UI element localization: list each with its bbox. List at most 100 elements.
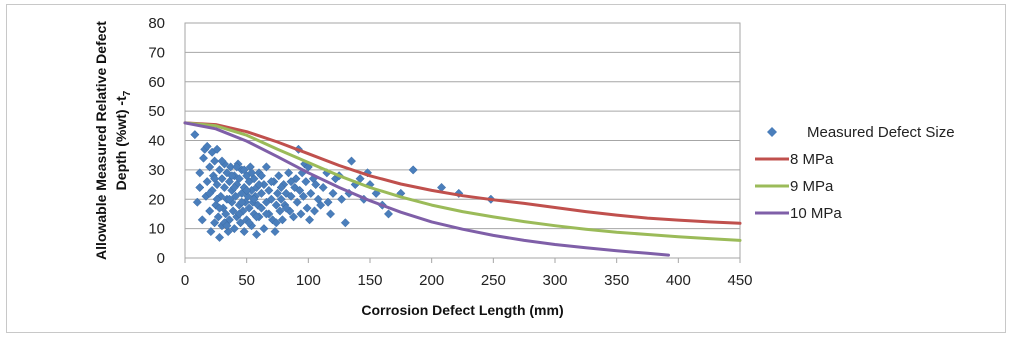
scatter-point — [211, 200, 221, 210]
scatter-point — [261, 162, 271, 172]
scatter-point — [229, 182, 239, 193]
scatter-point — [229, 224, 239, 234]
scatter-point — [212, 144, 222, 154]
grid-lines — [185, 22, 740, 259]
legend-marker — [767, 127, 777, 137]
scatter-point — [214, 165, 225, 175]
legend-label: 8 MPa — [790, 151, 834, 168]
legend-label: 10 MPa — [790, 205, 842, 222]
scatter-point — [309, 206, 320, 216]
scatter-point — [234, 209, 244, 219]
y-tick-label: 80 — [148, 15, 165, 32]
scatter-point — [251, 212, 262, 222]
scatter-point — [217, 156, 227, 166]
scatter-point — [206, 227, 216, 237]
scatter-point — [205, 206, 215, 216]
y-tick-label: 30 — [148, 162, 165, 179]
scatter-point — [284, 168, 294, 178]
scatter-point — [195, 168, 205, 178]
scatter-point — [195, 182, 205, 193]
scatter-point — [228, 206, 238, 216]
scatter-point — [266, 177, 276, 187]
series-line — [183, 121, 742, 242]
scatter-point — [231, 191, 241, 201]
scatter-point — [340, 218, 350, 228]
scatter-point — [249, 194, 259, 204]
scatter-point — [266, 194, 276, 204]
scatter-point — [259, 224, 269, 234]
scatter-point — [254, 180, 264, 190]
scatter-point — [213, 212, 223, 222]
scatter-point — [264, 185, 274, 195]
scatter-point — [210, 218, 220, 228]
scatter-point — [244, 218, 254, 228]
x-tick-label: 200 — [419, 272, 444, 289]
scatter-point — [288, 212, 299, 222]
scatter-point — [305, 215, 315, 225]
y-tick-labels: 0 10 20 30 40 50 60 70 80 — [148, 15, 165, 267]
scatter-point — [286, 191, 296, 201]
x-tick-label: 300 — [542, 272, 567, 289]
y-axis-title-line-2: Depth (%wt) -t7 — [113, 90, 133, 190]
y-axis-title-main: Depth (%wt) -t — [113, 96, 129, 190]
scatter-point — [239, 227, 249, 237]
y-tick-label: 50 — [148, 103, 165, 120]
scatter-point — [221, 209, 231, 219]
scatter-point — [197, 215, 207, 225]
scatter-point — [226, 162, 236, 172]
scatter-point — [295, 185, 305, 195]
x-tick-label: 400 — [666, 272, 691, 289]
scatter-point — [311, 180, 321, 190]
x-tick-label: 50 — [238, 272, 255, 289]
scatter-point — [325, 209, 336, 219]
chart-svg: 0 50 100 150 200 250 300 350 400 450 0 10 20 30 40 50 6… — [93, 15, 955, 318]
scatter-point — [298, 191, 308, 201]
scatter-point — [292, 197, 302, 207]
scatter-point — [318, 182, 328, 193]
scatter-point — [286, 177, 296, 187]
y-tick-label: 60 — [148, 74, 165, 91]
scatter-point — [261, 209, 271, 219]
scatter-point — [223, 227, 233, 237]
scatter-point — [222, 221, 232, 231]
series-line — [183, 121, 742, 225]
scatter-point — [224, 194, 234, 204]
y-axis-title-line-1: Allowable Measured Relative Defect — [93, 21, 109, 260]
legend: Measured Defect Size 8 MPa 9 MPa 10 MPa — [755, 124, 955, 222]
scatter-point — [302, 203, 312, 213]
scatter-point — [227, 171, 237, 181]
scatter-point — [256, 171, 267, 181]
y-tick-label: 40 — [148, 133, 165, 150]
scatter-point — [256, 188, 267, 198]
scatter-point — [271, 218, 281, 228]
scatter-point — [217, 174, 227, 184]
y-tick-label: 10 — [148, 221, 165, 238]
legend-label: 9 MPa — [790, 178, 834, 195]
y-tick-label: 70 — [148, 44, 165, 61]
x-tick-label: 450 — [727, 272, 752, 289]
scatter-point — [251, 229, 262, 240]
curve-lines — [183, 121, 742, 257]
scatter-point — [272, 188, 283, 198]
scatter-point — [253, 200, 263, 210]
scatter-point — [275, 206, 285, 216]
scatter-point — [337, 194, 347, 204]
scatter-point — [256, 203, 267, 213]
scatter-point — [371, 188, 381, 198]
scatter-point — [301, 177, 311, 187]
scatter-point — [235, 218, 246, 228]
scatter-point — [323, 197, 333, 207]
scatter-point — [234, 174, 244, 184]
legend-label: Measured Defect Size — [807, 124, 955, 141]
scatter-point — [271, 200, 281, 210]
scatter-point — [239, 165, 249, 175]
x-tick-label: 350 — [604, 272, 629, 289]
scatter-point — [408, 165, 418, 175]
scatter-points — [190, 130, 496, 242]
x-tick-label: 100 — [296, 272, 321, 289]
scatter-point — [277, 215, 287, 225]
x-tick-label: 250 — [481, 272, 506, 289]
scatter-point — [205, 162, 215, 172]
scatter-point — [212, 194, 222, 204]
scatter-point — [276, 182, 286, 193]
